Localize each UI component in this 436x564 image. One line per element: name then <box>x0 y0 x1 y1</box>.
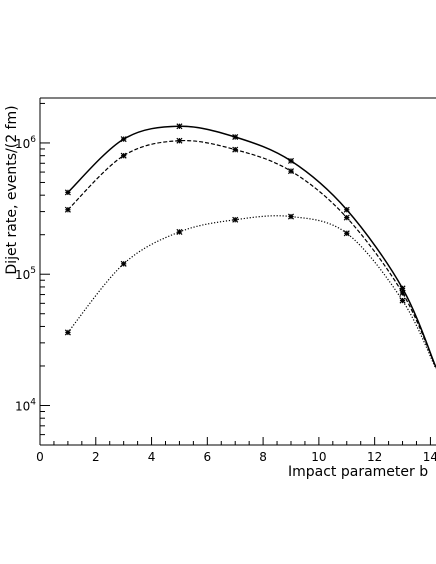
x-tick-label: 14 <box>423 450 436 464</box>
x-tick-label: 10 <box>311 450 326 464</box>
series-dashed <box>64 137 436 368</box>
y-tick-label: 106 <box>15 135 36 151</box>
series-line-solid <box>67 125 436 368</box>
data-point <box>120 260 127 267</box>
data-point <box>120 136 127 143</box>
x-tick-label: 0 <box>36 450 44 464</box>
data-point <box>232 133 239 141</box>
data-point <box>120 152 127 159</box>
data-point <box>399 297 406 304</box>
y-axis-title: Dijet rate, events/(2 fm) <box>4 105 20 274</box>
x-tick-label: 8 <box>259 450 267 464</box>
data-point <box>287 213 295 220</box>
data-point <box>343 214 350 221</box>
y-axis-ticks: 104 105 106 <box>15 102 50 446</box>
data-point <box>232 216 239 223</box>
series-line-dashed <box>67 139 436 368</box>
data-point <box>287 168 295 175</box>
series-solid <box>64 123 436 368</box>
y-tick-label: 105 <box>15 266 36 282</box>
series-dotted <box>64 213 436 370</box>
data-point <box>343 230 350 237</box>
data-point <box>343 206 350 213</box>
data-point <box>176 123 183 130</box>
x-axis-title: Impact parameter b <box>288 464 428 480</box>
x-tick-label: 12 <box>367 450 382 464</box>
data-point <box>64 189 71 196</box>
data-point <box>176 228 183 235</box>
data-point <box>64 329 71 336</box>
series-layer <box>64 123 436 370</box>
x-tick-label: 2 <box>92 450 100 464</box>
y-tick-label: 104 <box>15 397 36 413</box>
x-axis-ticks: 0 2 4 6 8 10 12 14 <box>36 437 436 464</box>
data-point <box>176 137 183 144</box>
x-tick-label: 4 <box>148 450 156 464</box>
data-point <box>232 146 239 153</box>
data-point <box>399 289 406 296</box>
data-point <box>64 206 71 213</box>
data-point <box>287 157 295 164</box>
x-tick-label: 6 <box>204 450 212 464</box>
series-line-dotted <box>67 215 436 370</box>
